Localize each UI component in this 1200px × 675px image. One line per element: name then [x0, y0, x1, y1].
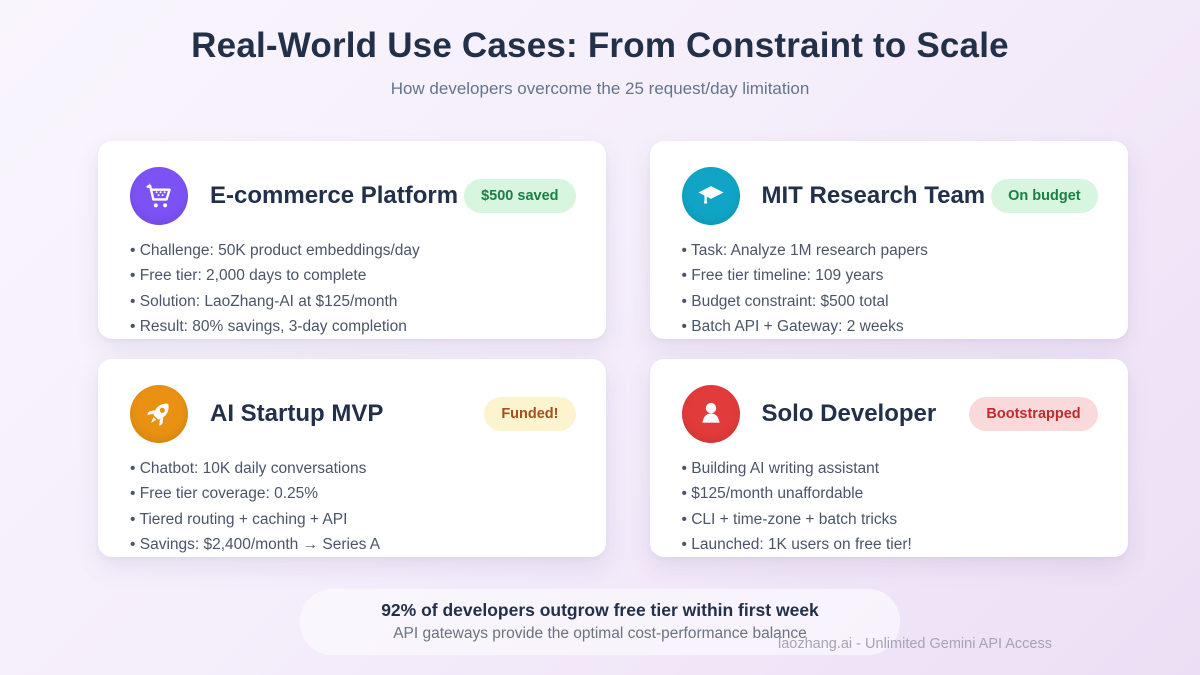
card-title: Solo Developer: [761, 400, 937, 427]
card-bullets: • Task: Analyze 1M research papers • Fre…: [682, 238, 1098, 339]
bullet-item: • Building AI writing assistant: [681, 460, 880, 477]
cart-icon: [130, 167, 188, 225]
card-badge: On budget: [991, 179, 1098, 213]
bullet-item: • Free tier timeline: 109 years: [681, 267, 884, 285]
card-badge: Bootstrapped: [969, 397, 1098, 431]
bullet-item: • Result: 80% savings, 3-day completion: [130, 317, 407, 335]
card-title: E-commerce Platform: [210, 182, 459, 209]
bullet-item: • Batch API + Gateway: 2 weeks: [681, 317, 904, 335]
case-card-solo: Solo Developer Bootstrapped • Building A…: [649, 359, 1128, 557]
page-subtitle: How developers overcome the 25 request/d…: [390, 79, 810, 98]
bullet-item: • Savings: $2,400/month → Series A: [130, 535, 381, 553]
bullet-item: • Launched: 1K users on free tier!: [681, 535, 912, 553]
bullet-item: • Tiered routing + caching + API: [130, 510, 348, 528]
bullet-item: • Solution: LaoZhang-AI at $125/month: [130, 292, 398, 310]
rocket-icon: [130, 385, 188, 443]
bullet-item: • Free tier: 2,000 days to complete: [130, 267, 367, 285]
card-header: Solo Developer Bootstrapped: [681, 385, 1098, 443]
person-icon: [681, 385, 740, 443]
case-card-mit: MIT Research Team On budget • Task: Anal…: [649, 141, 1128, 339]
card-title: MIT Research Team: [761, 182, 986, 209]
footer-brand: laozhang.ai - Unlimited Gemini API Acces…: [777, 636, 1052, 652]
card-bullets: • Building AI writing assistant • $125/m…: [682, 456, 1098, 557]
summary-banner: 92% of developers outgrow free tier with…: [300, 589, 900, 655]
bullet-item: • Challenge: 50K product embeddings/day: [130, 242, 420, 259]
case-card-startup: AI Startup MVP Funded! • Chatbot: 10K da…: [98, 359, 606, 557]
bullet-item: • $125/month unaffordable: [681, 485, 864, 503]
banner-subtext: API gateways provide the optimal cost-pe…: [393, 625, 807, 642]
use-case-grid: E-commerce Platform $500 saved • Challen…: [98, 141, 1128, 557]
bullet-item: • Budget constraint: $500 total: [681, 292, 889, 310]
card-bullets: • Challenge: 50K product embeddings/day …: [130, 238, 576, 339]
card-bullets: • Chatbot: 10K daily conversations • Fre…: [130, 456, 576, 557]
page-title: Real-World Use Cases: From Constraint to…: [191, 26, 1009, 65]
case-card-ecommerce: E-commerce Platform $500 saved • Challen…: [98, 141, 606, 339]
bullet-item: • Chatbot: 10K daily conversations: [130, 460, 367, 477]
card-header: E-commerce Platform $500 saved: [130, 167, 576, 225]
card-header: AI Startup MVP Funded!: [130, 385, 576, 443]
page-header: Real-World Use Cases: From Constraint to…: [0, 0, 1200, 99]
card-title: AI Startup MVP: [210, 400, 384, 427]
bullet-item: • CLI + time-zone + batch tricks: [681, 510, 898, 528]
graduation-cap-icon: [681, 167, 740, 225]
bullet-item: • Task: Analyze 1M research papers: [681, 242, 928, 259]
bullet-item: • Free tier coverage: 0.25%: [130, 485, 319, 503]
banner-headline: 92% of developers outgrow free tier with…: [381, 600, 819, 620]
card-badge: Funded!: [484, 397, 576, 431]
card-header: MIT Research Team On budget: [681, 167, 1098, 225]
card-badge: $500 saved: [464, 179, 576, 213]
